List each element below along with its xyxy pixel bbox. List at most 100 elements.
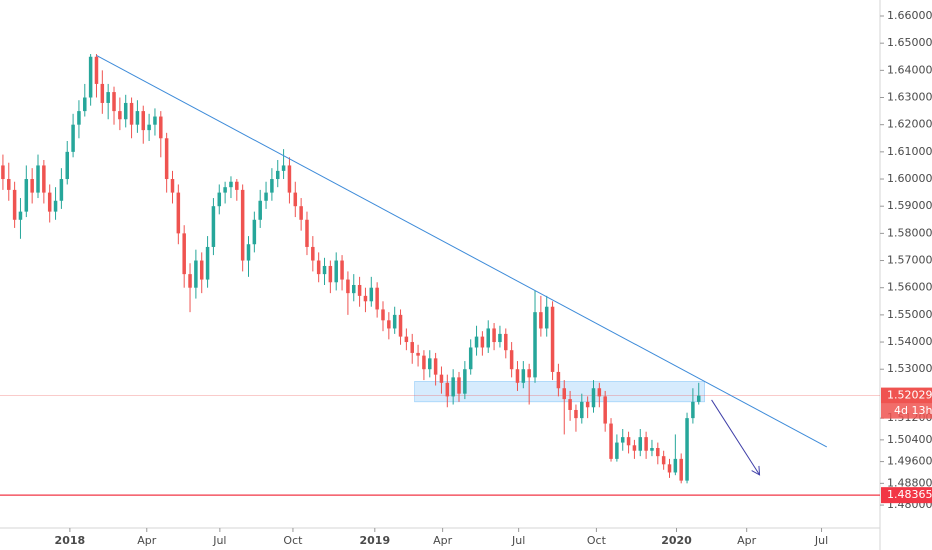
candle-body	[94, 56, 99, 84]
candle-body	[311, 246, 315, 261]
candle-body	[240, 189, 245, 261]
candle-body	[603, 396, 607, 424]
candle-body	[217, 192, 222, 207]
candle-body	[12, 189, 17, 220]
candle-body	[556, 371, 561, 389]
candle-body	[352, 284, 356, 294]
candle-body	[65, 151, 69, 180]
candle-body	[679, 458, 683, 481]
y-tick-label: 1.61000	[887, 145, 932, 158]
candle-body	[118, 111, 122, 120]
x-tick-label: Jul	[511, 534, 525, 547]
candle-body	[328, 265, 333, 283]
candle-body	[322, 265, 327, 275]
candle-body	[644, 437, 648, 451]
candle-body	[299, 206, 303, 220]
y-tick-label: 1.57000	[887, 254, 932, 267]
candle-body	[691, 401, 695, 419]
candle-body	[346, 279, 350, 294]
candle-body	[673, 458, 678, 473]
x-tick-label: Jul	[212, 534, 226, 547]
candle-body	[492, 328, 496, 343]
y-tick-label: 1.58000	[887, 226, 932, 239]
candle-body	[194, 260, 198, 288]
candle-body	[258, 200, 262, 220]
candle-body	[544, 306, 549, 329]
candle-body	[112, 92, 116, 112]
candle-body	[363, 295, 368, 302]
candle-body	[53, 200, 58, 212]
x-tick-label: Apr	[737, 534, 757, 547]
candle-body	[7, 179, 11, 190]
candle-body	[147, 124, 151, 131]
candle-body	[42, 165, 46, 193]
candle-body	[83, 97, 87, 112]
price-tag-label: 1.52029	[887, 389, 932, 402]
y-tick-label: 1.50400	[887, 433, 932, 446]
candle-body	[281, 165, 286, 171]
candle-body	[445, 382, 450, 397]
candle-body	[392, 314, 397, 329]
y-tick-label: 1.53000	[887, 362, 932, 375]
candle-body	[468, 347, 473, 370]
candle-body	[246, 244, 251, 261]
x-tick-label: 2020	[661, 534, 692, 547]
candle-body	[88, 56, 93, 98]
candle-body	[59, 179, 64, 201]
candle-body	[30, 179, 34, 193]
candle-body	[129, 102, 134, 125]
candle-body	[123, 102, 128, 120]
candle-body	[211, 206, 216, 247]
countdown-tag	[881, 403, 932, 419]
trendline	[96, 54, 828, 448]
countdown-label: 4d 13h	[894, 404, 932, 417]
candle-body	[305, 219, 309, 247]
level-tag	[881, 487, 932, 504]
candle-body	[474, 336, 479, 348]
candle-body	[182, 233, 186, 275]
candle-body	[696, 395, 701, 402]
candle-body	[199, 260, 204, 280]
x-tick-label: Oct	[283, 534, 303, 547]
candle-body	[316, 260, 321, 275]
candle-body	[270, 179, 274, 193]
candle-body	[504, 333, 508, 351]
y-tick-label: 1.59000	[887, 199, 932, 212]
candle-body	[585, 401, 590, 408]
candle-body	[626, 437, 631, 446]
candle-body	[533, 312, 537, 378]
candle-body	[480, 336, 485, 348]
candle-body	[229, 181, 233, 188]
candle-body	[428, 358, 432, 370]
candle-body	[685, 418, 689, 481]
candle-body	[141, 111, 146, 131]
candle-body	[580, 401, 584, 419]
candle-body	[252, 219, 257, 245]
y-tick-label: 1.66000	[887, 9, 932, 22]
candle-body	[562, 388, 567, 400]
candle-body	[498, 333, 502, 343]
candle-body	[135, 111, 140, 125]
candle-body	[527, 369, 531, 378]
candle-body	[106, 92, 110, 103]
candle-body	[223, 187, 227, 193]
candle-body	[398, 314, 403, 337]
y-tick-label: 1.48800	[887, 476, 932, 489]
candle-body	[597, 388, 602, 397]
price-tag	[881, 387, 932, 404]
candle-body	[656, 448, 660, 457]
y-tick-label: 1.64000	[887, 63, 932, 76]
candle-body	[638, 437, 643, 451]
candle-body	[521, 369, 526, 383]
candle-body	[439, 374, 444, 383]
candle-body	[375, 287, 379, 310]
candle-body	[77, 111, 81, 125]
candle-body	[235, 181, 239, 190]
candle-body	[71, 124, 75, 152]
candle-body	[334, 260, 338, 283]
candle-body	[486, 328, 490, 348]
candle-body	[387, 320, 391, 329]
candle-body	[609, 423, 613, 459]
